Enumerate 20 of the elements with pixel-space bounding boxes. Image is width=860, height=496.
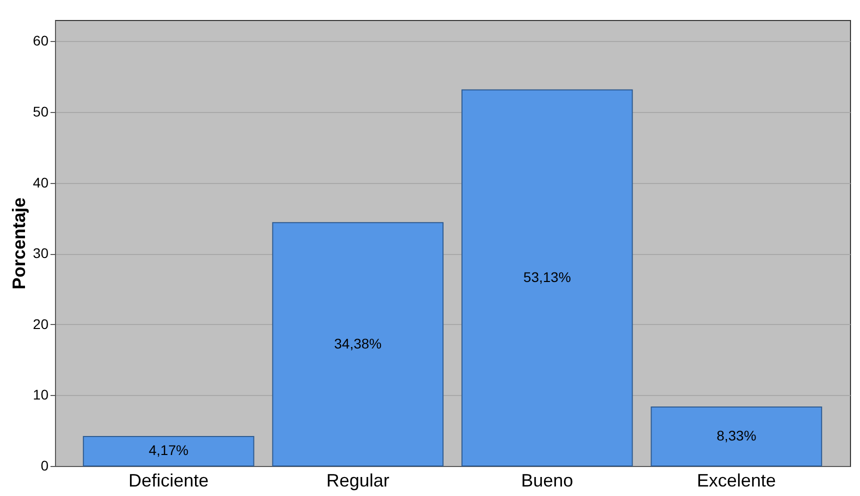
data-label: 8,33% <box>716 428 756 444</box>
x-tick-label: Deficiente <box>128 470 209 490</box>
x-tick-label: Bueno <box>521 470 574 490</box>
x-tick-label: Excelente <box>696 470 776 490</box>
y-axis-title: Porcentaje <box>8 197 29 290</box>
data-label: 34,38% <box>334 335 382 352</box>
y-tick-label: 40 <box>32 174 49 190</box>
y-tick-label: 0 <box>40 458 49 474</box>
y-tick-label: 50 <box>32 104 49 120</box>
x-tick-label: Regular <box>326 470 390 490</box>
data-label: 53,13% <box>523 268 571 285</box>
y-tick-label: 30 <box>32 245 49 262</box>
y-tick-label: 60 <box>32 32 49 49</box>
bar <box>82 436 254 466</box>
y-tick-label: 10 <box>32 386 49 403</box>
bar <box>650 406 822 466</box>
y-tick-label: 20 <box>32 316 49 332</box>
bar <box>461 89 633 466</box>
bar <box>272 222 444 466</box>
data-label: 4,17% <box>148 442 188 458</box>
